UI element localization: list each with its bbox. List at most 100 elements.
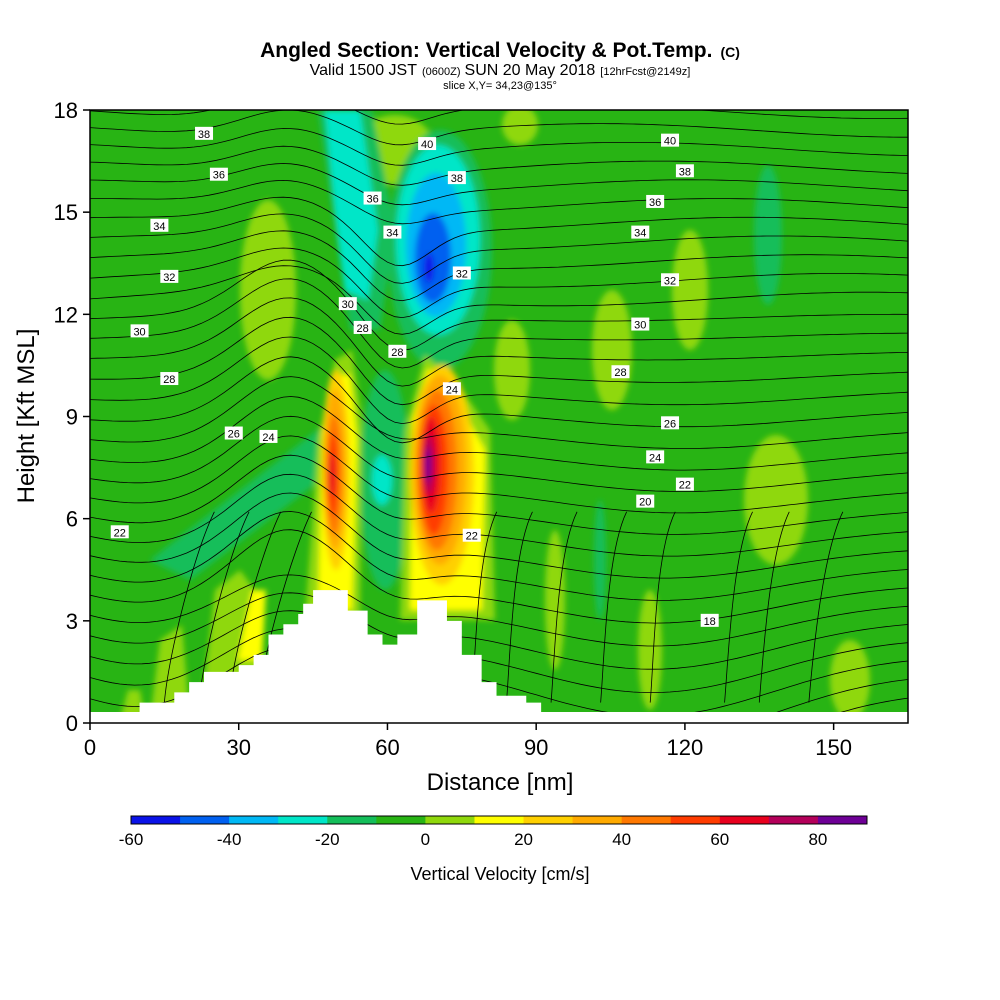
isentrope-line — [90, 213, 908, 284]
isentrope-label-box — [259, 429, 278, 443]
isentrope-line — [90, 128, 908, 166]
colorbar-swatch — [425, 816, 475, 824]
colorbar-frame — [130, 815, 868, 825]
weak-downdraft-band — [754, 165, 782, 305]
isentrope-line — [90, 316, 908, 406]
isentrope-label: 36 — [366, 194, 378, 206]
isentrope-label: 32 — [456, 268, 468, 280]
isentrope-label: 34 — [153, 221, 165, 233]
isentrope-label-box — [661, 133, 680, 147]
y-tick-label: 0 — [66, 711, 78, 736]
isentrope-line — [90, 473, 908, 557]
slice-label: slice X,Y= 34,23@135° — [443, 80, 557, 92]
weak-updraft-band — [502, 110, 538, 145]
weak-updraft-band — [592, 290, 632, 410]
isentrope-label: 32 — [163, 272, 175, 284]
isentrope-line — [90, 592, 908, 670]
colorbar-tick-label: 60 — [710, 830, 729, 849]
y-tick-label: 3 — [66, 609, 78, 634]
isentrope-label-box — [160, 269, 179, 283]
isentrope-line — [90, 230, 908, 302]
y-tick-label: 18 — [54, 98, 78, 123]
isentrope-line — [90, 454, 908, 535]
isentrope-line — [90, 376, 908, 449]
colorbar-tick-label: -60 — [119, 830, 144, 849]
isentrope-label: 18 — [704, 616, 716, 628]
isentrope-label-box — [661, 273, 680, 287]
isentrope-line — [163, 511, 215, 703]
isentrope-label-box — [209, 167, 228, 181]
colorbar-swatch — [768, 816, 819, 824]
isentrope-line — [90, 297, 908, 387]
isentrope-label-box — [388, 344, 407, 358]
isentrope-label-box — [160, 372, 179, 386]
isentrope-label-box — [631, 225, 650, 239]
weak-updraft-band — [672, 230, 708, 350]
isentrope-label-box — [631, 317, 650, 331]
isentrope-line — [90, 628, 908, 717]
colorbar-swatch — [278, 816, 328, 824]
isentrope-line — [758, 511, 790, 703]
isentrope-label: 28 — [614, 367, 626, 379]
colorbar-swatch — [817, 816, 868, 824]
y-tick-label: 15 — [54, 200, 78, 225]
colorbar-swatch — [670, 816, 721, 824]
colorbar-swatch — [474, 816, 525, 824]
isentrope-line — [808, 511, 844, 703]
isentrope-label: 34 — [386, 228, 398, 240]
colorbar-tick-label: -20 — [315, 830, 340, 849]
isentrope-label-box — [353, 320, 372, 334]
isentrope-label: 36 — [649, 197, 661, 209]
terrain-mask — [139, 590, 542, 723]
isentrope-label: 24 — [262, 432, 274, 444]
x-tick-label: 90 — [524, 735, 548, 760]
isentrope-line — [90, 435, 908, 514]
downdraft-plume — [372, 455, 392, 505]
chart-title: Angled Section: Vertical Velocity & Pot.… — [260, 39, 740, 62]
isentrope-label: 34 — [634, 228, 646, 240]
isentrope-line — [90, 110, 908, 125]
isentrope-label-box — [130, 324, 149, 338]
isentrope-line — [90, 610, 908, 693]
isentrope-label: 24 — [446, 384, 458, 396]
isentrope-label-box — [150, 218, 169, 232]
colorbar: -60 -40 -20 0 20 40 60 80 — [119, 815, 868, 849]
isentrope-label: 28 — [391, 347, 403, 359]
updraft-core-left — [329, 453, 335, 497]
isentrope-label-box — [675, 477, 694, 491]
isentrope-label: 40 — [664, 136, 676, 148]
isentrope-label-box — [442, 382, 461, 396]
isentrope-label: 24 — [649, 452, 661, 464]
isentrope-line — [90, 110, 908, 146]
colorbar-tick-label: 80 — [808, 830, 827, 849]
isentrope-label-box — [646, 194, 665, 208]
y-tick-label: 12 — [54, 302, 78, 327]
isentrope-label-box — [363, 191, 382, 205]
colorbar-swatch — [131, 816, 181, 824]
weak-updraft-band — [240, 200, 296, 380]
isentrope-label: 30 — [133, 326, 145, 338]
isentrope-label-box — [646, 450, 665, 464]
isentrope-label: 22 — [466, 531, 478, 543]
weak-downdraft-band — [594, 500, 606, 620]
isentrope-line — [90, 259, 908, 351]
isentrope-label-box — [383, 225, 402, 239]
isentrope-label-box — [195, 126, 214, 140]
isentrope-line — [90, 574, 908, 647]
isentrope-label-box — [700, 613, 719, 627]
isentrope-label-box — [110, 525, 129, 539]
colorbar-tick-label: 40 — [612, 830, 631, 849]
isentrope-label-box — [224, 426, 243, 440]
isentrope-line — [90, 415, 908, 492]
x-tick-label: 150 — [815, 735, 852, 760]
isentrope-label: 28 — [357, 323, 369, 335]
isentrope-label: 22 — [679, 480, 691, 492]
downdraft-plume — [415, 213, 451, 303]
downdraft-core — [424, 253, 434, 283]
isentrope-label: 36 — [213, 170, 225, 182]
isentrope-label: 30 — [342, 299, 354, 311]
isentrope-label: 28 — [163, 374, 175, 386]
isentrope-line — [90, 492, 908, 579]
isentrope-line — [90, 336, 908, 425]
weak-updraft-band — [638, 590, 662, 710]
